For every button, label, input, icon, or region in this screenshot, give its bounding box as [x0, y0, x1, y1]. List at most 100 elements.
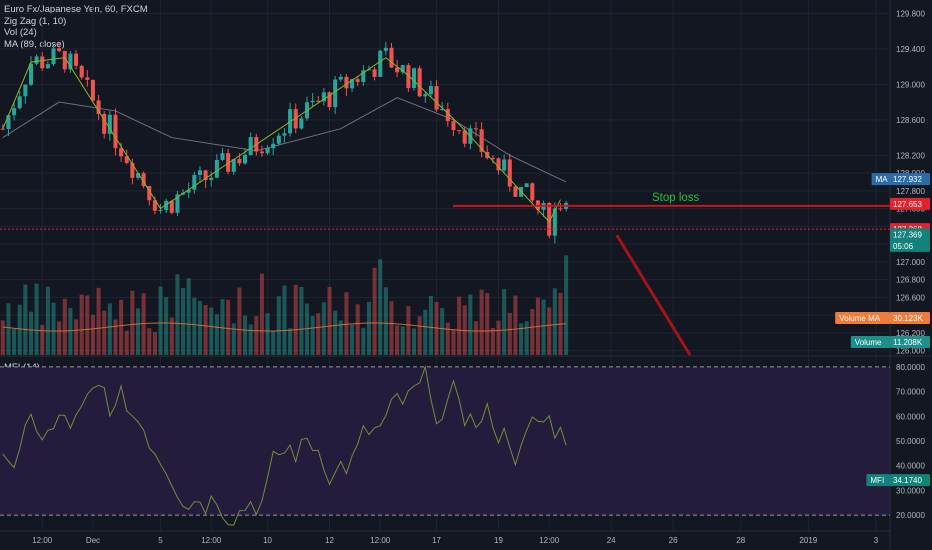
volume-bar [366, 301, 371, 355]
volume-bar [254, 316, 259, 355]
candle-body [293, 109, 298, 129]
volume-bar [169, 317, 174, 355]
volume-bar [17, 304, 22, 355]
candle-body [473, 128, 479, 130]
volume-ma-value-tag [890, 312, 930, 324]
volume-bar [304, 303, 310, 355]
candle-body [197, 170, 202, 175]
projection-arrow[interactable] [615, 234, 692, 356]
candle-body [147, 186, 152, 201]
volume-bar [417, 316, 422, 355]
candle-body [445, 109, 450, 122]
candle-body [350, 79, 355, 89]
price-tick-label: 127.800 [896, 187, 925, 196]
symbol-title[interactable]: Euro Fx/Japanese Yen, 60, FXCM [4, 4, 148, 15]
candle-body [214, 159, 219, 178]
volume-bar [428, 295, 433, 355]
volume-bar [411, 328, 417, 355]
volume-bar [355, 304, 360, 355]
candle-body [411, 68, 417, 89]
candle-body [40, 56, 45, 69]
mfi-tick-label: 20.0000 [896, 511, 925, 520]
volume-bar [130, 290, 135, 355]
volume-bar [299, 286, 304, 355]
volume-bar [158, 286, 163, 355]
mfi-tick-label: 60.0000 [896, 412, 925, 421]
volume-bar [79, 294, 84, 355]
volume-bar [400, 326, 405, 355]
candle-body [6, 115, 11, 129]
candle-body [102, 113, 107, 134]
time-tick-label: 12:00 [201, 536, 222, 545]
volume-label-text: Volume [855, 338, 882, 347]
volume-bar [40, 324, 45, 355]
zigzag-indicator-label[interactable]: Zig Zag (1, 10) [4, 15, 67, 27]
mfi-last-label-text: MFI [870, 476, 884, 485]
volume-bar [372, 267, 377, 355]
candle-body [417, 68, 422, 97]
volume-bar [507, 312, 512, 355]
volume-indicator-label[interactable]: Vol (24) [4, 27, 37, 38]
volume-bar [445, 322, 450, 355]
candle-body [152, 200, 157, 211]
candle-body [130, 162, 135, 178]
candle-body [355, 79, 360, 82]
candle-body [124, 156, 129, 163]
volume-bar [181, 288, 186, 355]
mfi-line [2, 364, 567, 526]
candle-body [496, 158, 501, 171]
ma-indicator-label[interactable]: MA (89, close) [4, 38, 65, 50]
volume-ma-label-text: Volume MA [839, 314, 881, 323]
candle-body [299, 118, 304, 129]
chart-legend: Euro Fx/Japanese Yen, 60, FXCM Zig Zag (… [4, 4, 148, 50]
candle-body [502, 159, 507, 171]
time-tick-label: 12:00 [32, 536, 53, 545]
candle-body [547, 203, 552, 236]
time-tick-label: 24 [607, 536, 616, 545]
candle-body [90, 79, 95, 101]
volume-bar [164, 297, 169, 355]
volume-bar [265, 313, 270, 355]
candle-body [141, 173, 146, 187]
volume-bar [395, 325, 400, 355]
volume-bar [124, 330, 129, 355]
volume-bar [468, 294, 473, 355]
volume-bar [502, 289, 507, 355]
price-tick-label: 126.800 [896, 276, 925, 285]
volume-bar [186, 278, 191, 355]
mfi-tick-label: 80.0000 [896, 363, 925, 372]
volume-bar [451, 329, 456, 355]
candle-body [259, 151, 264, 154]
volume-bar [293, 284, 298, 355]
volume-bar [552, 288, 557, 355]
time-tick-label: 17 [432, 536, 441, 545]
volume-bar [513, 295, 518, 355]
volume-bar [457, 296, 462, 355]
volume-bar [68, 307, 73, 355]
volume-bar [90, 314, 95, 355]
ma-price-label-tag [871, 173, 890, 186]
volume-bar [85, 295, 90, 355]
volume-value-text: 11.208K [893, 338, 923, 347]
candle-body [34, 56, 39, 64]
volume-bar [321, 302, 326, 355]
volume-bar [45, 286, 50, 355]
candle-body [12, 108, 17, 116]
candle-body [395, 67, 400, 73]
candle-body [23, 84, 28, 97]
mfi-tick-label: 30.0000 [896, 486, 925, 495]
candle-body [68, 53, 73, 70]
time-tick-label: 3 [874, 536, 879, 545]
time-tick-label: 10 [263, 536, 272, 545]
candle-body [344, 76, 349, 89]
volume-label-tag [850, 336, 890, 348]
candle-body [530, 183, 535, 201]
stop-loss-price-value-text: 127.653 [893, 200, 922, 209]
time-tick-label: 2019 [799, 536, 817, 545]
ma-price-value-text: 127.932 [893, 175, 922, 184]
candle-body [282, 133, 287, 136]
volume-bar [243, 315, 248, 355]
price-tick-label: 127.000 [896, 258, 925, 267]
candle-body [158, 209, 163, 211]
